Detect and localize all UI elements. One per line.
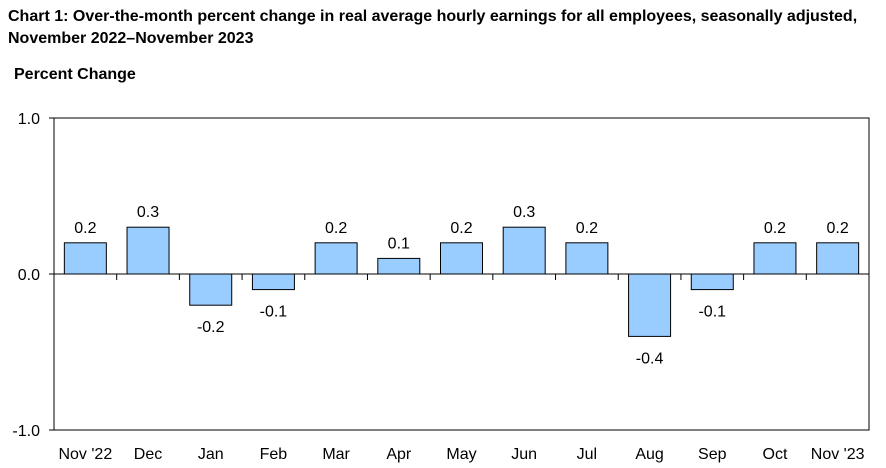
x-tick-label: Sep <box>698 446 727 463</box>
bar <box>63 242 107 275</box>
bar <box>628 273 672 337</box>
data-label: 0.2 <box>764 220 786 237</box>
x-tick-label: Jul <box>577 446 597 463</box>
x-tick-label: Feb <box>260 446 288 463</box>
x-tick-label: May <box>446 446 476 463</box>
bar <box>690 273 734 291</box>
data-label: 0.2 <box>450 220 472 237</box>
chart-title: Chart 1: Over-the-month percent change i… <box>8 8 858 47</box>
x-tick-label: Nov '23 <box>811 446 865 463</box>
y-tick-label: -1.0 <box>12 423 40 440</box>
y-tick-label: 0.0 <box>18 267 40 284</box>
data-label: 0.3 <box>513 204 535 221</box>
x-tick-label: Dec <box>134 446 162 463</box>
data-label: 0.1 <box>388 235 410 252</box>
bar <box>816 242 860 275</box>
data-label: -0.2 <box>197 319 225 336</box>
x-tick-label: Apr <box>386 446 412 463</box>
x-tick-label: Jan <box>198 446 224 463</box>
x-tick-label: Mar <box>322 446 350 463</box>
bar <box>314 242 358 275</box>
bar <box>189 273 233 306</box>
x-tick-label: Aug <box>635 446 663 463</box>
data-label: 0.2 <box>576 220 598 237</box>
bar <box>377 257 421 275</box>
bar <box>251 273 295 291</box>
y-axis-label: Percent Change <box>14 66 136 83</box>
bar <box>126 226 170 275</box>
data-label: -0.1 <box>698 304 726 321</box>
bar <box>440 242 483 275</box>
data-label: -0.1 <box>260 304 288 321</box>
x-tick-label: Nov '22 <box>58 446 112 463</box>
data-label: 0.2 <box>74 220 96 237</box>
x-tick-label: Oct <box>763 446 788 463</box>
data-label: -0.4 <box>636 350 664 367</box>
y-tick-label: 1.0 <box>18 111 40 128</box>
bar <box>753 242 797 275</box>
plot-area: 1.0 0.0 -1.0 0.2 Nov '22 0.3 Dec -0.2 Jan -0.1 Feb… <box>12 111 870 463</box>
data-label: 0.3 <box>137 204 159 221</box>
bar <box>565 242 609 275</box>
bar <box>502 226 546 275</box>
data-label: 0.2 <box>325 220 347 237</box>
x-tick-label: Jun <box>511 446 537 463</box>
data-label: 0.2 <box>827 220 849 237</box>
